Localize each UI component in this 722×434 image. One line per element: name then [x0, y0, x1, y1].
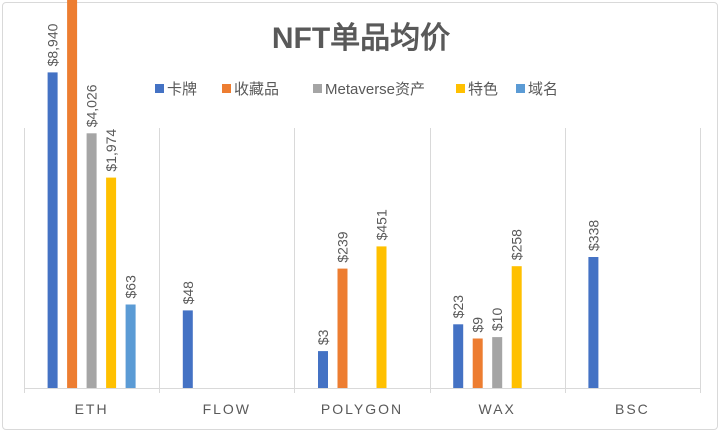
bar-polygon-series-2	[337, 268, 348, 388]
data-label: $23	[450, 295, 466, 319]
category-axis: ETH FLOW POLYGON WAX BSC	[75, 401, 650, 417]
legend-label: 收藏品	[234, 81, 279, 98]
bar-bsc-series-1	[588, 257, 599, 388]
bar-eth-series-5	[125, 304, 136, 388]
legend-swatch	[155, 84, 164, 93]
data-label: $3	[315, 329, 331, 345]
legend-item-2: 收藏品	[222, 81, 279, 98]
data-label: $63	[123, 275, 139, 299]
bar-eth-series-4	[106, 177, 117, 388]
legend-item-4: 特色	[456, 81, 498, 98]
data-label: $258	[509, 229, 525, 260]
bar-flow-series-1	[182, 310, 193, 388]
legend-label: 卡牌	[167, 81, 197, 98]
legend-item-1: 卡牌	[155, 81, 197, 98]
bar-eth-series-3	[86, 133, 97, 388]
bar-polygon-series-4	[376, 246, 387, 388]
data-label: $4,026	[84, 84, 100, 127]
data-label: $48	[180, 281, 196, 305]
legend-item-3: Metaverse资产	[313, 81, 425, 98]
bar-wax-series-3	[492, 337, 503, 388]
legend: 卡牌 收藏品 Metaverse资产 特色 域名	[155, 81, 558, 98]
chart-frame	[2, 2, 718, 430]
legend-swatch	[313, 84, 322, 93]
category-label: ETH	[75, 401, 109, 417]
bar-wax-series-2	[472, 338, 483, 388]
legend-label: Metaverse资产	[325, 81, 425, 98]
data-label: $451	[374, 209, 390, 240]
category-label: WAX	[479, 401, 516, 417]
category-dividers	[24, 128, 701, 393]
data-label: $10	[489, 308, 505, 332]
data-label: $239	[335, 231, 351, 262]
category-label: BSC	[615, 401, 650, 417]
bar-eth-series-2	[67, 0, 78, 388]
legend-swatch	[516, 84, 525, 93]
bar-wax-series-1	[453, 324, 464, 388]
data-label: $8,940	[45, 23, 61, 66]
chart-title: NFT单品均价	[272, 22, 450, 55]
legend-item-5: 域名	[516, 81, 558, 98]
data-label: $9	[470, 317, 486, 333]
bars	[47, 0, 599, 389]
data-label: $338	[585, 220, 601, 251]
category-label: POLYGON	[321, 401, 403, 417]
bar-polygon-series-1	[318, 351, 328, 388]
category-label: FLOW	[203, 401, 251, 417]
legend-label: 特色	[468, 81, 498, 98]
legend-swatch	[456, 84, 465, 93]
data-labels: $8,940$33,069$4,026$1,974$63$48$3$239$45…	[45, 23, 602, 345]
legend-label: 域名	[528, 81, 558, 98]
data-label: $1,974	[103, 129, 119, 172]
bar-wax-series-4	[511, 266, 522, 388]
bar-eth-series-1	[47, 72, 58, 389]
legend-swatch	[222, 84, 231, 93]
